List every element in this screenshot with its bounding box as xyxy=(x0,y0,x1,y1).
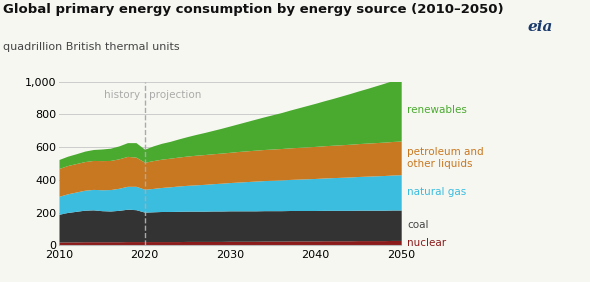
Text: nuclear: nuclear xyxy=(407,238,446,248)
Text: projection: projection xyxy=(149,90,201,100)
Text: petroleum and
other liquids: petroleum and other liquids xyxy=(407,147,484,169)
Text: history: history xyxy=(104,90,140,100)
Text: Global primary energy consumption by energy source (2010–2050): Global primary energy consumption by ene… xyxy=(3,3,504,16)
Text: coal: coal xyxy=(407,220,428,230)
Text: eia: eia xyxy=(527,20,553,34)
Text: quadrillion British thermal units: quadrillion British thermal units xyxy=(3,42,179,52)
Text: natural gas: natural gas xyxy=(407,187,466,197)
Text: renewables: renewables xyxy=(407,105,467,114)
